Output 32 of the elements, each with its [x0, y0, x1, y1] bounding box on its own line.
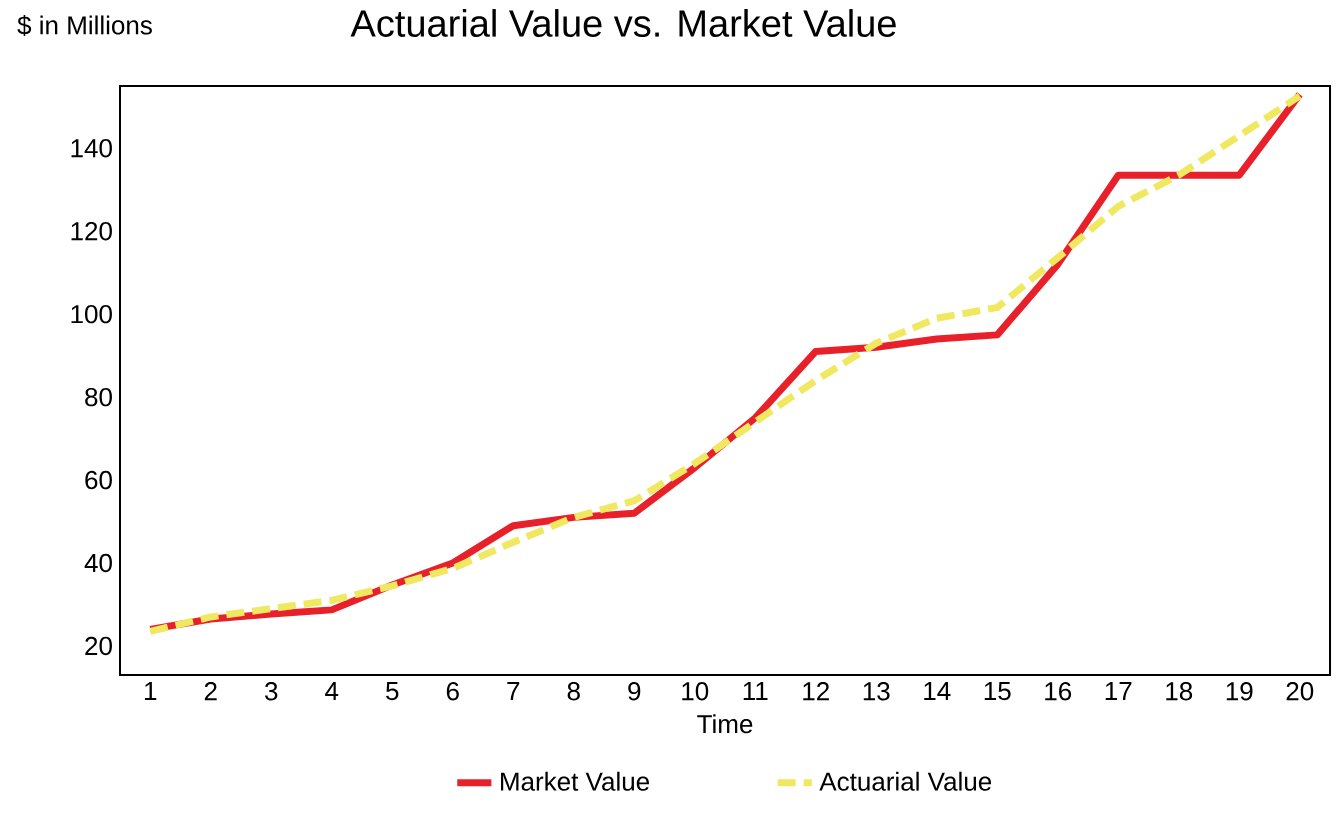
x-tick-label: 2 [204, 682, 217, 701]
x-tick-label: 5 [386, 682, 399, 701]
x-tick-label: 3 [265, 682, 278, 701]
x-tick-label: 14 [924, 682, 951, 700]
y-tick-label: 60 [85, 470, 112, 490]
x-tick-label: 6 [446, 682, 459, 701]
x-tick-label: 4 [325, 682, 339, 700]
y-tick-label: 120 [71, 221, 112, 241]
legend-label: Market Value [501, 771, 649, 791]
y-tick-label: 140 [71, 139, 112, 158]
x-tick-label: 17 [1105, 682, 1132, 700]
chart-title: Actuarial Value vs. Market Value [350, 9, 896, 37]
y-tick-label: 40 [84, 553, 112, 573]
x-tick-label: 7 [507, 682, 520, 700]
x-axis-title: Time [697, 714, 753, 734]
x-tick-label: 13 [863, 682, 890, 701]
x-tick-label: 16 [1045, 682, 1072, 701]
x-tick-label: 18 [1166, 682, 1193, 701]
y-axis-title: $ in Millions [17, 15, 152, 37]
x-tick-label: 9 [628, 682, 641, 701]
y-tick-label: 80 [85, 387, 112, 407]
x-tick-label: 12 [803, 682, 829, 701]
x-tick-label: 11 [743, 682, 768, 700]
x-tick-label: 15 [984, 682, 1011, 701]
x-tick-label: 1 [145, 682, 157, 700]
x-tick-label: 19 [1226, 682, 1253, 701]
y-tick-label: 100 [71, 304, 112, 324]
x-tick-label: 20 [1286, 682, 1314, 701]
y-tick-label: 20 [85, 636, 112, 656]
x-tick-label: 8 [567, 682, 580, 701]
legend-label: Actuarial Value [819, 771, 992, 791]
x-tick-label: 10 [682, 682, 709, 701]
